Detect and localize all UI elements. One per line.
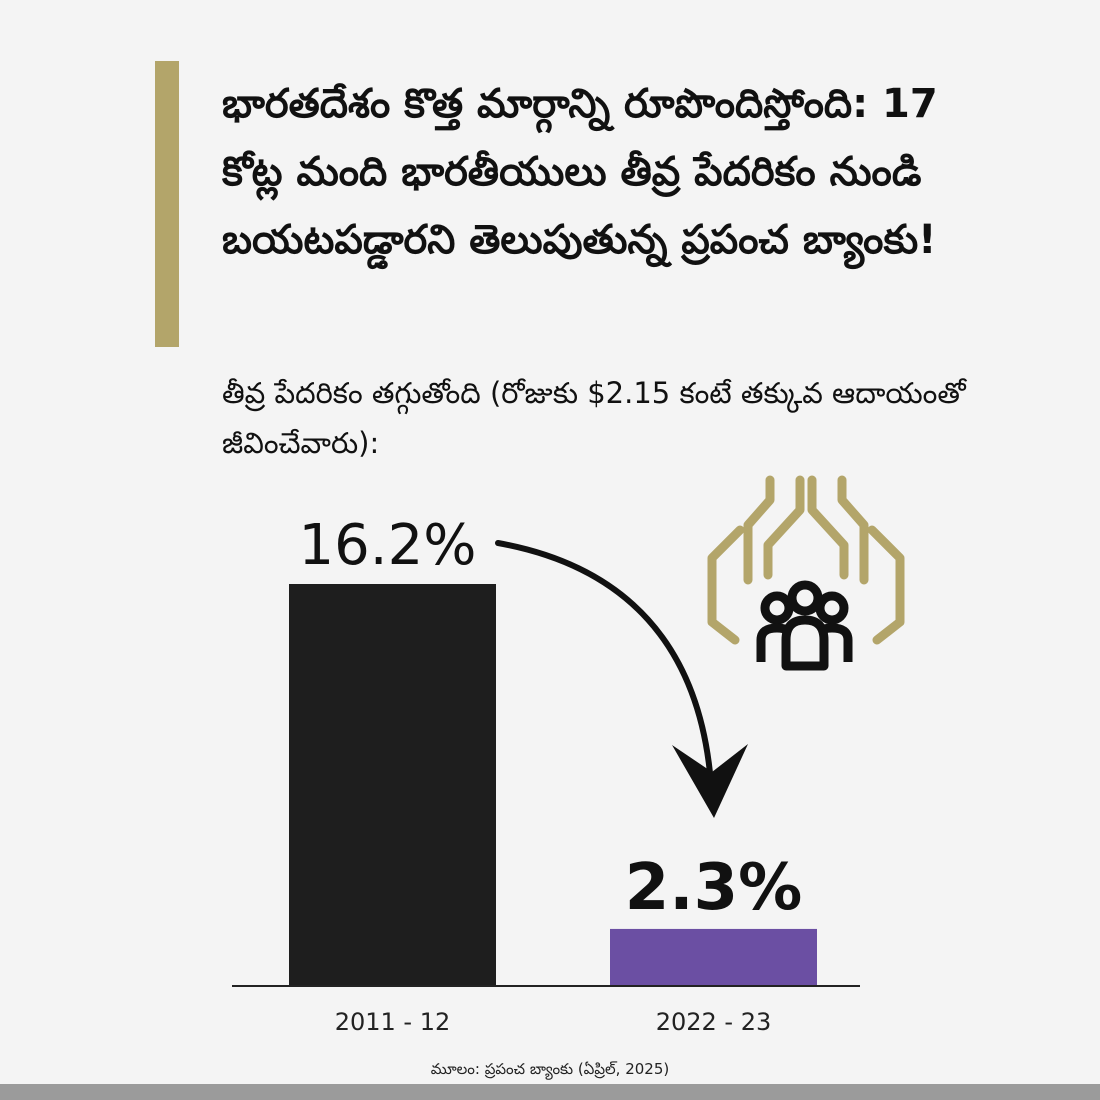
- hands-protecting-people-icon: [707, 475, 905, 671]
- bottom-strip: [0, 1084, 1100, 1100]
- source-note: మూలం: ప్రపంచ బ్యాంకు (ఏప్రిల్, 2025): [430, 1060, 670, 1078]
- x-tick-label: 2011 - 12: [335, 1008, 451, 1036]
- page-title: భారతదేశం కొత్త మార్గాన్ని రూపొందిస్తోంది…: [222, 81, 938, 263]
- chart-subtitle: తీవ్ర పేదరికం తగ్గుతోంది (రోజుకు $2.15 క…: [222, 376, 966, 460]
- down-arrow-icon: [495, 540, 748, 818]
- x-tick-label: 2022 - 23: [656, 1008, 772, 1036]
- accent-bar: [155, 61, 179, 347]
- bar-2022-23: [610, 928, 817, 986]
- data-label: 16.2%: [299, 513, 477, 578]
- bar-2011-12: [289, 584, 496, 986]
- data-label: 2.3%: [625, 851, 803, 925]
